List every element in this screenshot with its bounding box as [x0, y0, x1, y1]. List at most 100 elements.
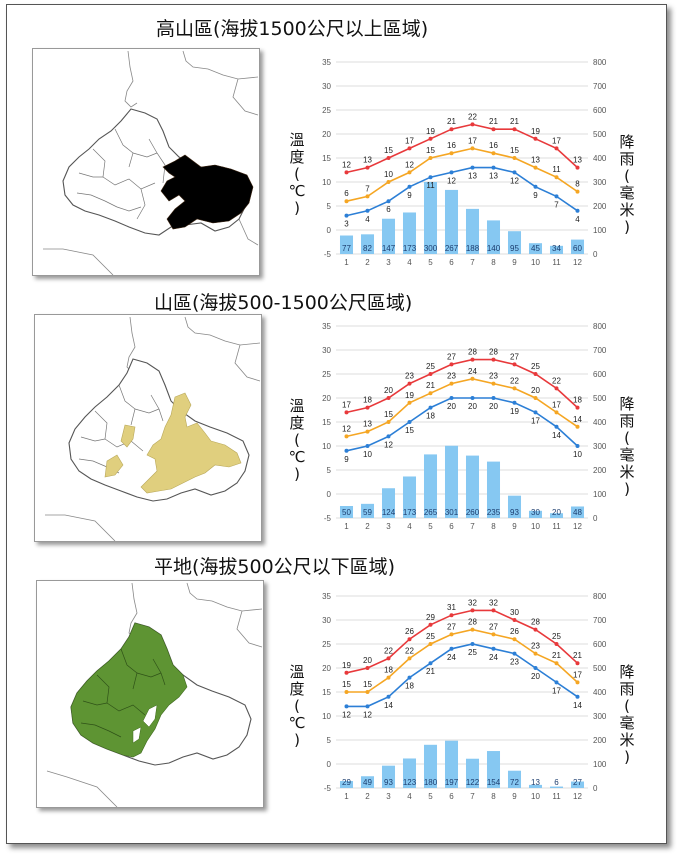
temp-tick-label: 25 [322, 640, 331, 649]
rain-bar [528, 243, 543, 254]
temp-value-label: 18 [384, 666, 393, 675]
temp-value-label: 10 [384, 170, 393, 179]
rain-bar [402, 476, 417, 518]
rain-tick-label: 100 [593, 490, 607, 499]
temp-point-min [365, 208, 370, 213]
temp-value-label: 15 [510, 146, 519, 155]
temp-tick-label: 30 [322, 346, 331, 355]
temp-value-label: 10 [363, 450, 372, 459]
rain-value-label: 6 [554, 778, 559, 787]
temp-line-max [346, 609, 579, 674]
temp-value-label: 17 [573, 670, 582, 679]
temp-point-max [428, 622, 433, 627]
temp-point-max [512, 127, 517, 132]
temp-point-max [428, 372, 433, 376]
temp-value-label: 9 [407, 191, 412, 200]
temp-value-label: 26 [405, 627, 414, 636]
rain-value-label: 29 [342, 778, 351, 787]
temp-line-min [346, 397, 579, 452]
rain-bar [360, 776, 375, 788]
temp-point-min [554, 194, 559, 199]
temp-point-max [407, 146, 412, 151]
temp-point-mean [554, 410, 559, 415]
temp-point-mean [344, 690, 349, 694]
rain-tick-label: 0 [593, 784, 598, 793]
temp-value-label: 24 [447, 653, 456, 662]
rain-bar [507, 495, 522, 518]
rain-value-label: 27 [573, 778, 582, 787]
temp-point-max [407, 381, 412, 386]
month-tick-label: 8 [491, 258, 496, 267]
temp-point-max [575, 165, 580, 170]
temp-point-mean [386, 180, 391, 184]
rain-value-label: 49 [363, 778, 372, 787]
temp-value-label: 20 [531, 386, 540, 395]
temp-value-label: 10 [573, 450, 582, 459]
rain-axis-label-1: 降 雨 ( 毫 米 ) [619, 133, 635, 236]
temp-value-label: 15 [405, 426, 414, 435]
temp-point-mean [428, 642, 433, 646]
rain-value-label: 50 [342, 508, 351, 517]
temp-point-min [575, 694, 580, 699]
map-highland [32, 48, 260, 276]
month-tick-label: 8 [491, 792, 496, 801]
rain-tick-label: 400 [593, 688, 607, 697]
temp-tick-label: 5 [327, 466, 332, 475]
rain-bar [381, 488, 396, 518]
rain-tick-label: 500 [593, 130, 607, 139]
month-tick-label: 6 [449, 258, 454, 267]
chart-svg: -505101520253035010020030040050060070080… [322, 58, 607, 267]
temp-tick-label: 35 [322, 322, 331, 331]
temp-point-max [344, 410, 349, 415]
temp-point-max [470, 122, 475, 127]
month-tick-label: 7 [470, 258, 475, 267]
temp-point-max [365, 666, 370, 670]
chart-svg: -505101520253035010020030040050060070080… [322, 322, 607, 531]
rain-value-label: 93 [510, 508, 519, 517]
temp-value-label: 19 [405, 391, 414, 400]
rain-bar [360, 503, 375, 518]
temp-value-label: 9 [344, 455, 349, 464]
temp-value-label: 18 [573, 396, 582, 405]
rain-tick-label: 300 [593, 442, 607, 451]
temp-point-min [491, 165, 496, 170]
temp-point-mean [512, 637, 517, 642]
temp-point-mean [491, 381, 496, 386]
temp-axis-label-3: 溫 度 ( ℃ ) [288, 663, 306, 749]
month-tick-label: 12 [573, 792, 582, 801]
rain-bar [444, 740, 459, 788]
temp-point-max [491, 608, 496, 613]
temp-tick-label: 15 [322, 154, 331, 163]
temp-value-label: 30 [510, 608, 519, 617]
temp-value-label: 17 [405, 136, 414, 145]
month-tick-label: 4 [407, 792, 412, 801]
rain-bar [570, 781, 585, 788]
temp-value-label: 25 [468, 648, 477, 657]
chart-svg: -505101520253035010020030040050060070080… [322, 592, 607, 801]
section-title-plain: 平地(海拔500公尺以下區域) [154, 556, 396, 578]
rain-bar [423, 182, 438, 254]
rain-value-label: 265 [424, 508, 438, 517]
temp-value-label: 17 [552, 400, 561, 409]
temp-value-label: 12 [384, 440, 393, 449]
temp-value-label: 29 [426, 613, 435, 622]
temp-value-label: 21 [426, 667, 435, 676]
month-tick-label: 7 [470, 792, 475, 801]
temp-point-mean [407, 656, 412, 661]
temp-value-label: 6 [344, 189, 349, 198]
month-tick-label: 7 [470, 522, 475, 531]
temp-value-label: 25 [552, 632, 561, 641]
month-tick-label: 9 [512, 792, 517, 801]
month-tick-label: 2 [365, 792, 370, 801]
temp-line-max [346, 123, 579, 174]
rain-value-label: 188 [466, 244, 480, 253]
temp-point-mean [491, 151, 496, 156]
temp-point-max [512, 362, 517, 367]
temp-value-label: 25 [426, 632, 435, 641]
temp-value-label: 13 [489, 172, 498, 181]
rain-value-label: 301 [445, 508, 459, 517]
temp-value-label: 21 [447, 117, 456, 126]
month-tick-label: 4 [407, 258, 412, 267]
temp-value-label: 31 [447, 603, 456, 612]
rain-tick-label: 600 [593, 370, 607, 379]
